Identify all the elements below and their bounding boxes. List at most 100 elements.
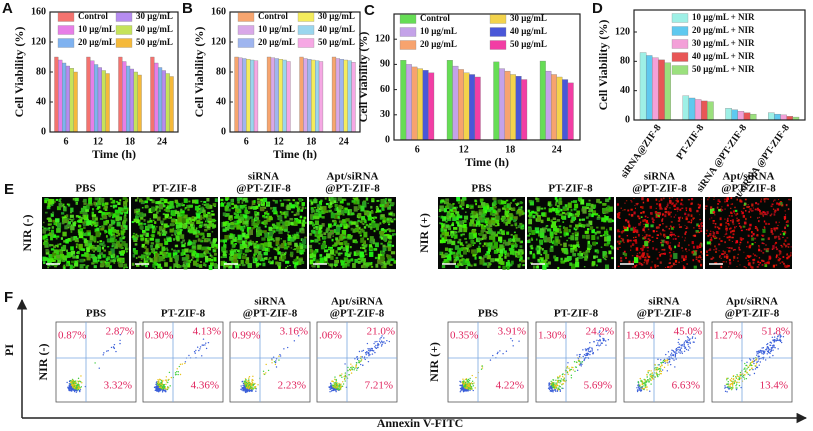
cell: [495, 258, 499, 261]
cell: [331, 206, 333, 207]
legend-label: 50 μg/mL: [318, 37, 355, 47]
event-dot: [78, 389, 79, 390]
event-dot: [166, 389, 167, 390]
cell: [135, 243, 138, 245]
cell: [200, 261, 202, 263]
cell: [193, 231, 196, 233]
cell: [458, 220, 460, 222]
cell: [300, 209, 303, 211]
cell: [673, 226, 675, 228]
cell: [560, 258, 562, 260]
cell: [625, 219, 627, 221]
cell: [635, 237, 637, 238]
event-dot: [171, 377, 172, 378]
event-dot: [255, 391, 256, 392]
cell: [731, 247, 733, 249]
event-dot: [94, 362, 95, 363]
cell: [161, 246, 165, 251]
legend-swatch: [672, 66, 688, 75]
cell: [684, 233, 686, 235]
bar: [707, 102, 713, 120]
cell: [209, 222, 213, 226]
cell: [98, 259, 100, 261]
cell: [498, 200, 501, 204]
cell: [290, 204, 294, 208]
cell: [729, 262, 731, 265]
cell: [452, 222, 454, 223]
cell: [575, 233, 577, 235]
event-dot: [180, 364, 181, 365]
cell: [304, 237, 307, 239]
bar: [401, 60, 407, 140]
cell: [691, 202, 693, 204]
bar: [423, 70, 429, 140]
cell: [284, 216, 286, 218]
panel-letter: F: [4, 289, 13, 306]
cell: [639, 252, 640, 253]
cell: [362, 216, 364, 218]
cell: [484, 225, 486, 227]
cell: [100, 228, 104, 231]
cell: [787, 243, 789, 245]
cell: [287, 242, 291, 246]
cell: [570, 244, 572, 247]
cell: [299, 243, 301, 246]
event-dot: [294, 340, 295, 341]
cell: [736, 266, 737, 267]
cell: [522, 252, 524, 255]
cell: [642, 206, 644, 209]
bar: [134, 72, 138, 132]
cell: [601, 217, 605, 221]
cell: [710, 206, 712, 209]
event-dot: [115, 351, 116, 352]
cell: [479, 212, 482, 216]
cell: [714, 245, 716, 247]
cell: [700, 257, 701, 259]
legend-swatch: [58, 26, 74, 35]
y-axis-title: Cell Viability (%): [356, 32, 370, 123]
cell: [638, 223, 640, 226]
cell: [54, 234, 57, 238]
cell: [256, 226, 258, 228]
cell: [90, 235, 94, 240]
cell: [184, 243, 186, 245]
event-dot: [165, 391, 166, 392]
cell: [582, 224, 586, 226]
cell: [375, 217, 377, 219]
cell: [768, 223, 770, 225]
cell: [140, 200, 144, 202]
cell: [340, 224, 343, 227]
event-dot: [182, 363, 183, 364]
cell: [744, 222, 746, 225]
cell: [673, 253, 677, 259]
cell: [388, 228, 391, 230]
cell: [743, 215, 745, 218]
cell: [73, 266, 75, 268]
bar: [279, 59, 283, 132]
cell: [339, 220, 341, 222]
cell: [213, 249, 215, 251]
cell: [259, 263, 262, 265]
cell: [285, 267, 287, 269]
cell: [136, 211, 139, 213]
cell: [360, 206, 364, 212]
cell: [735, 242, 737, 243]
plot-title: PBS: [86, 308, 106, 320]
cell: [229, 254, 231, 255]
cell: [349, 238, 351, 240]
cell: [645, 224, 649, 228]
cell: [753, 207, 754, 208]
cell: [758, 264, 759, 265]
event-dot: [252, 376, 253, 377]
cell: [757, 261, 759, 263]
cell: [160, 200, 162, 202]
cell: [243, 253, 245, 254]
cell: [351, 228, 354, 231]
cell: [774, 210, 775, 211]
cell: [106, 258, 109, 261]
cell: [734, 226, 736, 228]
cell: [641, 264, 643, 266]
legend-label: 40 μg/mL: [136, 24, 173, 34]
cell: [276, 226, 279, 228]
cell: [134, 219, 138, 223]
